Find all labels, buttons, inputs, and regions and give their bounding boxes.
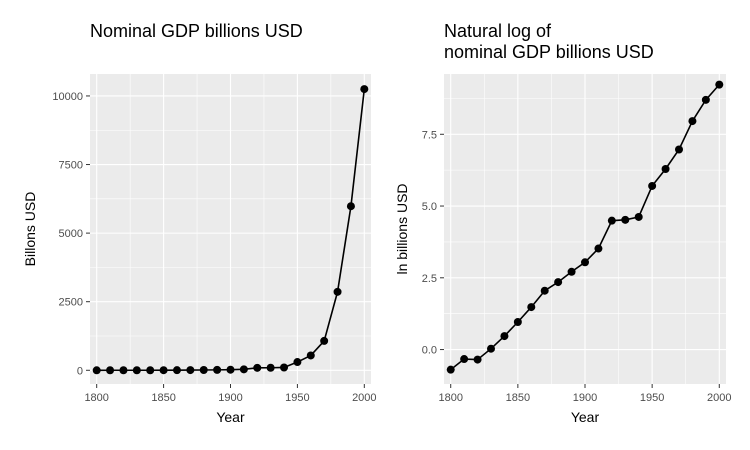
- x-tick-label: 1850: [151, 392, 175, 404]
- data-point: [132, 366, 141, 375]
- data-point: [648, 181, 657, 190]
- data-point: [106, 366, 115, 375]
- x-tick-label: 2000: [707, 392, 731, 404]
- x-tick-label: 1850: [506, 392, 530, 404]
- data-point: [594, 244, 603, 253]
- data-point: [567, 267, 576, 276]
- data-point: [172, 366, 181, 375]
- data-point: [199, 365, 208, 374]
- data-point: [306, 351, 315, 360]
- data-point: [688, 117, 697, 126]
- x-axis-title-1: Year: [571, 409, 600, 425]
- data-point: [473, 355, 482, 364]
- data-series: [92, 85, 369, 375]
- data-point: [213, 365, 222, 374]
- data-point: [675, 145, 683, 154]
- grid-lines: [444, 74, 726, 384]
- data-point: [513, 318, 522, 326]
- y-tick-label: 5000: [59, 228, 83, 240]
- data-point: [701, 95, 710, 104]
- data-point: [581, 258, 589, 267]
- y-axis-title-0: Billons USD: [22, 192, 38, 267]
- y-tick-label: 2.5: [422, 273, 437, 285]
- y-axis-title-1: ln billions USD: [394, 183, 410, 274]
- axis-ticks: 1800 1850 1900 1950 2000 0.0 2.5 5.0 7.5: [422, 129, 732, 404]
- axis-ticks: 1800 1850 1900 1950 2000 0 2500 5000 7500 10000: [52, 91, 376, 404]
- x-tick-label: 1800: [84, 392, 108, 404]
- x-tick-label: 2000: [352, 392, 376, 404]
- chart-title-1-line-2: nominal GDP billions USD: [444, 42, 654, 62]
- data-point: [239, 365, 248, 374]
- data-point: [266, 363, 275, 372]
- data-point: [634, 212, 643, 221]
- data-point: [186, 366, 195, 375]
- chart-title-1: Natural log of nominal GDP billions USD: [444, 21, 654, 62]
- data-point: [333, 287, 342, 296]
- x-tick-label: 1900: [218, 392, 242, 404]
- data-point: [446, 365, 455, 374]
- data-point: [146, 366, 155, 375]
- data-point: [280, 363, 289, 372]
- x-axis-title-0: Year: [216, 409, 245, 425]
- data-point: [527, 303, 536, 312]
- y-tick-label: 2500: [59, 297, 83, 309]
- x-tick-label: 1800: [438, 392, 462, 404]
- y-tick-label: 7.5: [422, 129, 437, 141]
- data-point: [226, 365, 235, 374]
- data-point: [159, 366, 168, 375]
- data-point: [715, 80, 724, 89]
- data-point: [661, 165, 670, 174]
- gdp-chart-panel: Nominal GDP billions USD 1800 1850 1900 195…: [22, 21, 377, 425]
- data-point: [487, 344, 495, 353]
- data-point: [346, 202, 355, 211]
- data-point: [293, 358, 302, 367]
- data-point: [253, 363, 262, 372]
- y-tick-label: 0: [77, 365, 83, 377]
- data-point: [540, 286, 549, 295]
- y-tick-label: 10000: [52, 91, 83, 103]
- data-point: [92, 366, 101, 375]
- chart-title-1-line-1: Natural log of: [444, 21, 552, 41]
- data-point: [320, 336, 329, 345]
- log-gdp-chart-panel: Natural log of nominal GDP billions USD …: [394, 21, 732, 425]
- x-tick-label: 1900: [573, 392, 597, 404]
- chart-title-0: Nominal GDP billions USD: [90, 21, 303, 41]
- data-point: [460, 355, 469, 364]
- data-point: [621, 215, 630, 224]
- data-point: [554, 278, 563, 287]
- data-series: [446, 80, 724, 374]
- y-tick-label: 5.0: [422, 201, 437, 213]
- y-tick-label: 0.0: [422, 345, 437, 357]
- x-tick-label: 1950: [285, 392, 309, 404]
- data-point: [500, 332, 509, 341]
- data-point: [607, 216, 616, 225]
- data-point: [119, 366, 128, 375]
- data-point: [360, 85, 369, 94]
- x-tick-label: 1950: [640, 392, 664, 404]
- y-tick-label: 7500: [59, 160, 83, 172]
